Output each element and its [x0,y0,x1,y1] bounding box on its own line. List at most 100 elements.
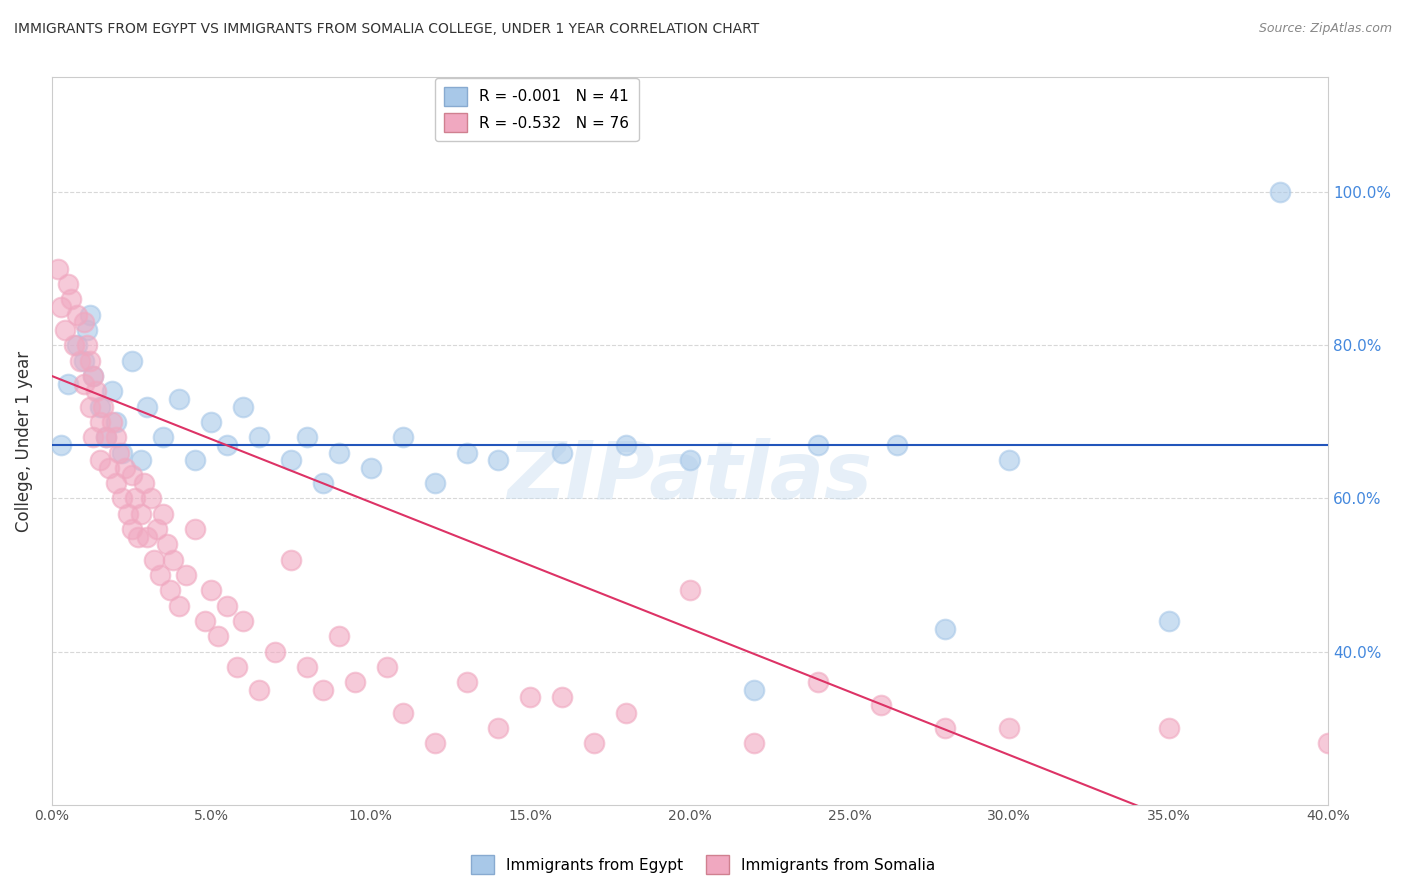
Point [247,682,270,697]
Text: IMMIGRANTS FROM EGYPT VS IMMIGRANTS FROM SOMALIA COLLEGE, UNDER 1 YEAR CORRELATI: IMMIGRANTS FROM EGYPT VS IMMIGRANTS FROM… [14,22,759,37]
Point [194,614,217,628]
Point [114,460,136,475]
Point [247,430,270,444]
Point [53,323,76,337]
Point [101,415,124,429]
Point [63,338,86,352]
Point [76,338,98,352]
Point [149,568,172,582]
Point [375,660,398,674]
Point [46,261,69,276]
Point [174,568,197,582]
Point [184,453,207,467]
Point [98,460,121,475]
Point [66,308,89,322]
Point [423,476,446,491]
Point [391,430,413,444]
Point [1157,614,1180,628]
Point [551,690,574,705]
Point [82,368,104,383]
Point [934,721,956,735]
Point [73,376,96,391]
Point [806,675,828,690]
Point [129,453,152,467]
Point [519,690,541,705]
Point [152,507,174,521]
Point [152,430,174,444]
Point [343,675,366,690]
Point [742,682,765,697]
Point [86,384,108,399]
Point [312,682,335,697]
Point [56,277,79,292]
Point [104,415,127,429]
Point [56,376,79,391]
Point [89,400,111,414]
Point [295,430,318,444]
Point [121,522,143,536]
Point [328,629,350,643]
Point [207,629,229,643]
Point [1157,721,1180,735]
Point [328,445,350,459]
Point [94,430,117,444]
Point [886,438,908,452]
Point [107,445,129,459]
Point [232,614,254,628]
Y-axis label: College, Under 1 year: College, Under 1 year [15,351,32,532]
Point [162,552,184,566]
Point [614,438,637,452]
Point [1270,186,1292,200]
Point [870,698,893,712]
Text: Source: ZipAtlas.com: Source: ZipAtlas.com [1258,22,1392,36]
Point [169,599,191,613]
Point [104,476,127,491]
Point [127,530,149,544]
Point [59,293,82,307]
Point [76,323,98,337]
Point [136,400,159,414]
Point [232,400,254,414]
Point [146,522,169,536]
Point [456,445,478,459]
Point [360,460,382,475]
Point [129,507,152,521]
Point [117,507,139,521]
Point [1317,736,1340,750]
Point [94,430,117,444]
Point [312,476,335,491]
Point [391,706,413,720]
Point [184,522,207,536]
Legend: Immigrants from Egypt, Immigrants from Somalia: Immigrants from Egypt, Immigrants from S… [464,849,942,880]
Point [295,660,318,674]
Legend: R = -0.001   N = 41, R = -0.532   N = 76: R = -0.001 N = 41, R = -0.532 N = 76 [434,78,638,141]
Point [111,445,134,459]
Point [583,736,606,750]
Point [51,438,73,452]
Point [121,353,143,368]
Point [156,537,179,551]
Point [423,736,446,750]
Point [101,384,124,399]
Point [488,453,510,467]
Point [488,721,510,735]
Point [104,430,127,444]
Point [134,476,156,491]
Point [998,453,1021,467]
Point [614,706,637,720]
Point [998,721,1021,735]
Point [89,453,111,467]
Point [679,453,702,467]
Point [89,415,111,429]
Point [225,660,247,674]
Point [66,338,89,352]
Point [934,622,956,636]
Point [280,453,302,467]
Point [217,599,239,613]
Point [142,552,165,566]
Point [73,353,96,368]
Point [280,552,302,566]
Point [217,438,239,452]
Point [79,308,101,322]
Point [136,530,159,544]
